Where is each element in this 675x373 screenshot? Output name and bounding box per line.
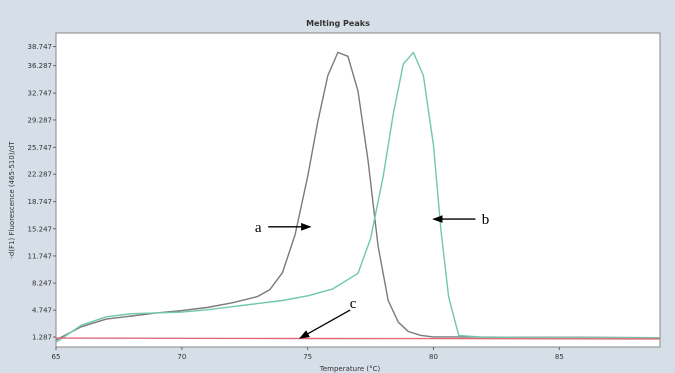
annotation-layer: a b c <box>255 212 490 339</box>
x-axis-title: Temperature (°C) <box>319 365 381 373</box>
chart-title: Melting Peaks <box>306 19 370 28</box>
y-tick-label: 1.287 <box>32 334 52 342</box>
series-layer <box>55 51 661 343</box>
series-line-1 <box>55 51 661 341</box>
y-tick-label: 38.747 <box>28 43 53 51</box>
y-tick-label: 22.287 <box>28 171 53 179</box>
y-tick-label: 29.287 <box>28 116 53 124</box>
annotation-label-c: c <box>350 296 357 312</box>
x-tick-label: 80 <box>429 353 438 361</box>
y-axis-title: -d(F1) Fluorescence (465-510)/dT <box>8 141 16 259</box>
y-tick-label: 25.747 <box>28 144 53 152</box>
series-line-3 <box>55 337 661 340</box>
plot-background <box>55 32 661 348</box>
annotation-label-a: a <box>255 220 262 236</box>
y-tick-label: 15.247 <box>28 225 53 233</box>
series-line-2 <box>55 51 660 343</box>
x-tick-label: 70 <box>177 353 186 361</box>
y-tick-label: 32.747 <box>28 90 53 98</box>
y-axis-ticks: 1.287 4.747 8.247 11.747 15.247 18.747 22.287 2… <box>28 43 56 342</box>
x-axis-ticks: 65 70 75 80 85 <box>52 347 564 361</box>
annotation-arrow-c <box>298 309 351 339</box>
x-tick-label: 85 <box>555 353 564 361</box>
annotation-label-b: b <box>482 212 490 228</box>
y-tick-label: 8.247 <box>32 280 52 288</box>
y-tick-label: 11.747 <box>28 252 53 260</box>
y-tick-label: 4.747 <box>32 307 52 315</box>
y-tick-label: 36.287 <box>28 62 53 70</box>
y-tick-label: 18.747 <box>28 198 53 206</box>
x-tick-label: 75 <box>303 353 312 361</box>
x-tick-label: 65 <box>52 353 61 361</box>
